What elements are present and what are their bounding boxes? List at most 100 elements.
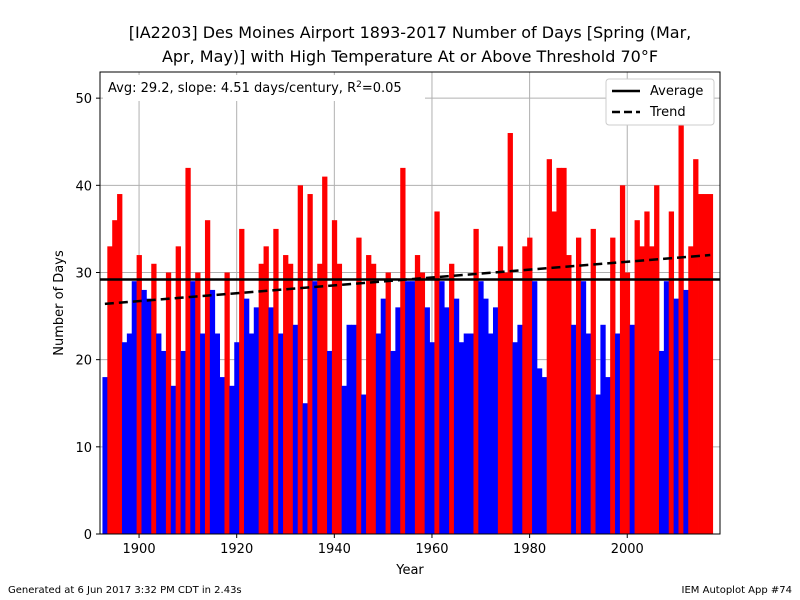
bar-1921 bbox=[239, 228, 245, 535]
bar-1935 bbox=[307, 194, 313, 535]
bar-1912 bbox=[195, 272, 201, 534]
bar-1948 bbox=[370, 263, 377, 534]
bar-1967 bbox=[463, 333, 469, 534]
bar-1947 bbox=[366, 255, 372, 534]
stats-superscript: 2 bbox=[356, 80, 362, 90]
bar-1961 bbox=[434, 211, 440, 535]
bar-1917 bbox=[219, 377, 225, 534]
bar-1931 bbox=[287, 263, 294, 534]
bar-1946 bbox=[361, 394, 367, 534]
bar-1914 bbox=[204, 220, 211, 535]
x-tick-label: 1940 bbox=[318, 542, 351, 557]
bar-1942 bbox=[341, 385, 347, 534]
bar-1969 bbox=[473, 228, 479, 535]
bar-1927 bbox=[268, 307, 274, 534]
bar-2012 bbox=[683, 289, 689, 534]
bar-1905 bbox=[161, 350, 167, 534]
chart-title-line2: Apr, May)] with High Temperature At or A… bbox=[162, 47, 658, 66]
legend-trend-label: Trend bbox=[649, 105, 686, 120]
x-tick-label: 2000 bbox=[611, 542, 644, 557]
bar-1926 bbox=[263, 246, 269, 534]
bar-1928 bbox=[273, 228, 279, 535]
y-tick-label: 20 bbox=[75, 354, 92, 369]
bar-1976 bbox=[507, 133, 513, 535]
bar-1894 bbox=[107, 246, 113, 534]
bar-1957 bbox=[414, 255, 421, 534]
bar-1934 bbox=[302, 403, 308, 534]
bar-1965 bbox=[453, 298, 460, 534]
legend: Average Trend bbox=[605, 78, 715, 126]
bar-1995 bbox=[600, 324, 606, 534]
bar-1991 bbox=[580, 281, 587, 534]
bar-2004 bbox=[644, 211, 650, 535]
bar-1968 bbox=[468, 333, 474, 534]
bar-1992 bbox=[585, 333, 592, 534]
bar-1994 bbox=[595, 394, 601, 534]
bar-2002 bbox=[634, 220, 640, 535]
bar-1983 bbox=[541, 377, 548, 534]
bar-1985 bbox=[551, 211, 557, 535]
bar-1974 bbox=[497, 246, 504, 534]
bar-1940 bbox=[331, 220, 338, 535]
bar-1945 bbox=[356, 237, 362, 535]
bar-1897 bbox=[121, 342, 128, 534]
bar-1930 bbox=[283, 255, 289, 534]
bar-2009 bbox=[668, 211, 675, 535]
bar-1975 bbox=[502, 272, 509, 534]
bar-1979 bbox=[522, 246, 528, 534]
y-tick-label: 30 bbox=[75, 266, 92, 281]
bar-2008 bbox=[663, 281, 670, 534]
bar-1955 bbox=[405, 281, 411, 534]
bar-1973 bbox=[492, 307, 499, 534]
bar-2007 bbox=[658, 350, 665, 534]
bar-1902 bbox=[146, 298, 152, 534]
bar-1964 bbox=[449, 263, 455, 534]
bar-1990 bbox=[575, 237, 582, 535]
legend-average-label: Average bbox=[650, 84, 703, 99]
bar-1950 bbox=[380, 298, 386, 534]
bar-1981 bbox=[532, 281, 538, 534]
y-axis-ticks: 0 10 20 30 40 50 bbox=[75, 92, 100, 543]
stats-annotation: Avg: 29.2, slope: 4.51 days/century, R2=… bbox=[103, 75, 425, 101]
bar-1999 bbox=[619, 185, 626, 535]
bar-2000 bbox=[624, 272, 631, 534]
bar-1922 bbox=[244, 298, 250, 534]
bar-1932 bbox=[292, 324, 299, 534]
bar-2017 bbox=[707, 194, 714, 535]
bar-2003 bbox=[639, 246, 645, 534]
bar-2005 bbox=[649, 246, 655, 534]
bar-1908 bbox=[175, 246, 181, 534]
bar-1911 bbox=[190, 281, 196, 534]
bar-1959 bbox=[424, 307, 430, 534]
bar-1960 bbox=[429, 342, 435, 534]
bar-1913 bbox=[200, 333, 206, 534]
bar-1915 bbox=[209, 289, 216, 534]
bar-1899 bbox=[131, 281, 138, 534]
x-axis-ticks: 1900 1920 1940 1960 1980 2000 bbox=[123, 534, 644, 557]
bar-1923 bbox=[248, 333, 255, 534]
chart-title-line1: [IA2203] Des Moines Airport 1893-2017 Nu… bbox=[129, 23, 692, 42]
bar-1916 bbox=[214, 333, 221, 534]
footer-generated-text: Generated at 6 Jun 2017 3:32 PM CDT in 2… bbox=[8, 585, 242, 596]
bar-1939 bbox=[327, 350, 333, 534]
bar-1996 bbox=[605, 377, 611, 534]
bar-1978 bbox=[517, 324, 523, 534]
bar-1952 bbox=[390, 350, 396, 534]
x-axis-label: Year bbox=[395, 563, 424, 578]
y-tick-label: 50 bbox=[75, 92, 92, 107]
bar-1943 bbox=[346, 324, 352, 534]
bar-1941 bbox=[336, 263, 343, 534]
bar-1910 bbox=[185, 167, 191, 535]
bar-1919 bbox=[229, 385, 235, 534]
bar-1951 bbox=[385, 272, 391, 534]
bar-2016 bbox=[702, 194, 709, 535]
bar-1963 bbox=[444, 307, 450, 534]
x-tick-label: 1980 bbox=[513, 542, 546, 557]
svg-text:Avg: 29.2, slope: 4.51 days/ce: Avg: 29.2, slope: 4.51 days/century, R2=… bbox=[108, 80, 402, 96]
footer-app-text: IEM Autoplot App #74 bbox=[681, 585, 792, 596]
x-tick-label: 1960 bbox=[415, 542, 448, 557]
y-axis-label: Number of Days bbox=[52, 250, 67, 356]
bar-2014 bbox=[693, 159, 699, 535]
bars bbox=[102, 98, 714, 535]
bar-1970 bbox=[478, 281, 484, 534]
